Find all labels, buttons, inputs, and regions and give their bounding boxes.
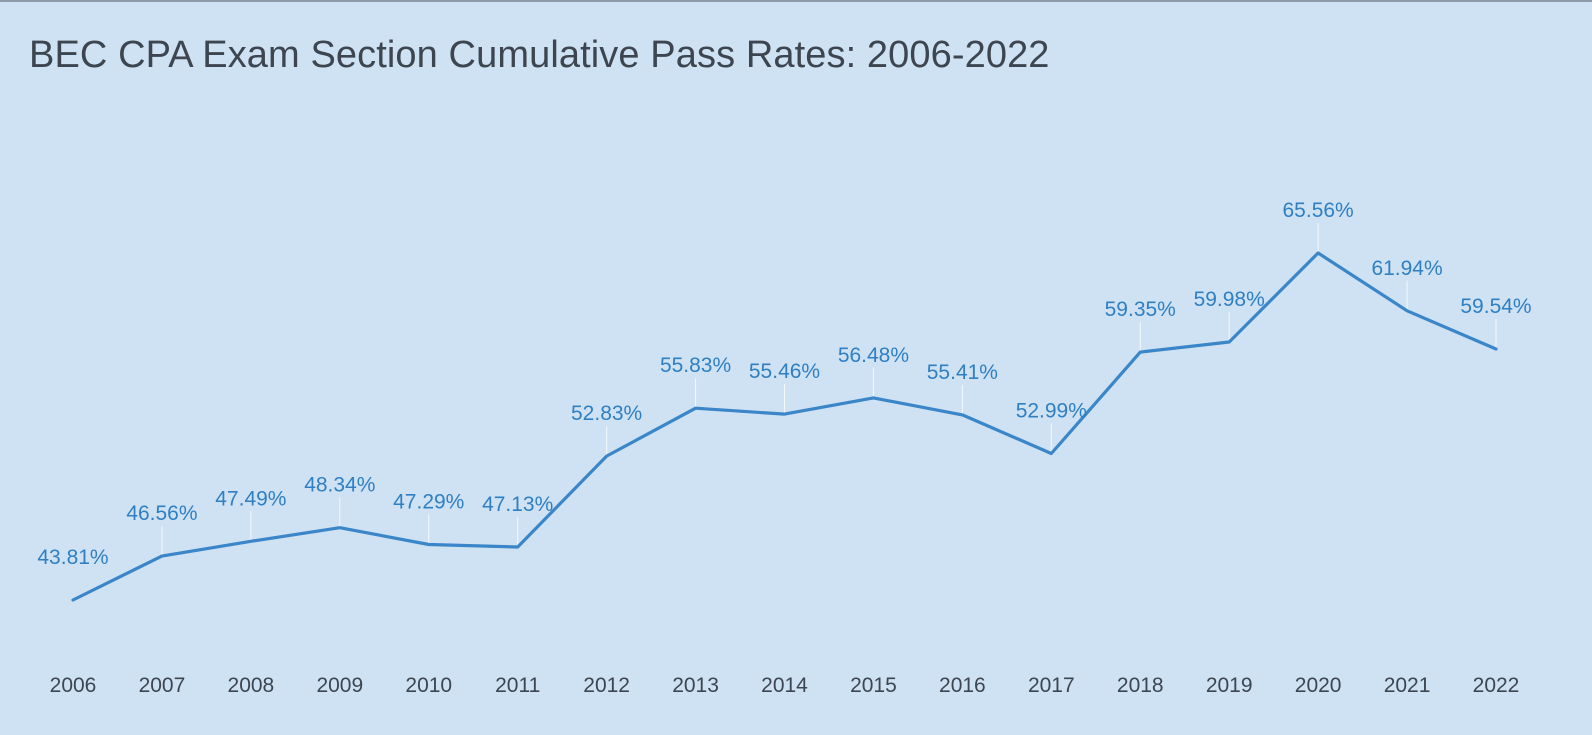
data-label: 55.46%	[749, 360, 820, 383]
x-tick-label: 2013	[672, 674, 719, 697]
x-axis-ticks: 2006 2007 2008 2009 2010 2011 2012 2013 2014 2015…	[50, 674, 1520, 697]
data-label: 59.35%	[1105, 298, 1176, 321]
data-label: 59.54%	[1460, 295, 1531, 318]
data-label: 55.83%	[660, 354, 731, 377]
x-tick-label: 2015	[850, 674, 897, 697]
x-tick-label: 2021	[1384, 674, 1431, 697]
x-tick-label: 2017	[1028, 674, 1075, 697]
x-tick-label: 2022	[1473, 674, 1520, 697]
data-label: 56.48%	[838, 344, 909, 367]
x-tick-label: 2014	[761, 674, 808, 697]
x-tick-label: 2009	[316, 674, 363, 697]
data-label: 47.13%	[482, 493, 553, 516]
x-tick-label: 2019	[1206, 674, 1253, 697]
data-label: 43.81%	[37, 546, 108, 569]
data-label: 59.98%	[1194, 288, 1265, 311]
x-tick-label: 2006	[50, 674, 97, 697]
data-label: 61.94%	[1371, 257, 1442, 280]
x-tick-label: 2018	[1117, 674, 1164, 697]
data-label: 47.29%	[393, 490, 464, 513]
x-tick-label: 2012	[583, 674, 630, 697]
data-label: 48.34%	[304, 474, 375, 497]
top-border	[0, 0, 1592, 2]
data-label: 52.99%	[1016, 400, 1087, 423]
x-tick-label: 2010	[405, 674, 452, 697]
x-tick-label: 2007	[139, 674, 186, 697]
leader-lines	[161, 223, 1497, 556]
series-line	[71, 251, 1498, 602]
x-tick-label: 2011	[495, 674, 540, 697]
data-label: 46.56%	[126, 502, 197, 525]
x-tick-label: 2016	[939, 674, 986, 697]
data-label: 55.41%	[927, 361, 998, 384]
data-label: 65.56%	[1283, 199, 1354, 222]
data-label: 52.83%	[571, 402, 642, 425]
chart-title: BEC CPA Exam Section Cumulative Pass Rat…	[29, 34, 1050, 76]
x-tick-label: 2020	[1295, 674, 1342, 697]
data-label: 47.49%	[215, 487, 286, 510]
x-tick-label: 2008	[228, 674, 275, 697]
data-labels: 43.81% 46.56% 47.49% 48.34% 47.29% 47.13% 52.8…	[37, 199, 1531, 569]
